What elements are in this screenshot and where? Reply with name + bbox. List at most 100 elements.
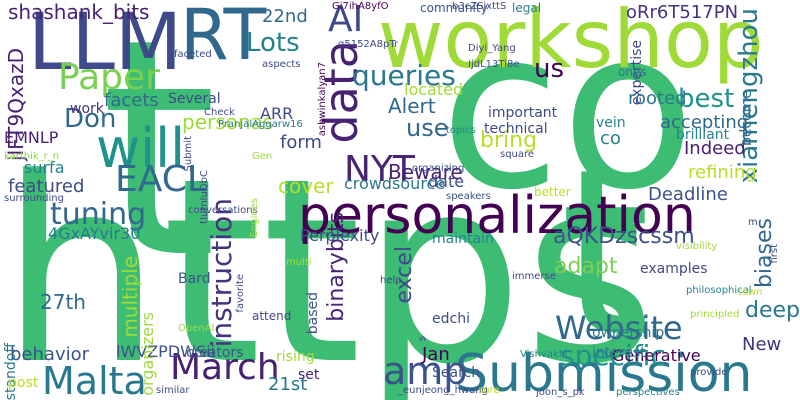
cloud-word: community — [420, 1, 488, 15]
cloud-word: lWVZPDWSii — [116, 342, 216, 361]
cloud-word: post — [8, 375, 39, 391]
cloud-word: principled — [690, 309, 740, 320]
cloud-word: shashank_bits — [8, 0, 150, 24]
cloud-word: Engines — [249, 198, 260, 238]
cloud-word: Paper — [58, 57, 160, 98]
cloud-word: ones — [618, 65, 647, 79]
cloud-word: set — [298, 367, 320, 383]
cloud-word: refining — [688, 162, 757, 183]
cloud-word: Diyi_Yang — [468, 43, 516, 54]
cloud-word: s — [417, 336, 428, 342]
cloud-word: better — [534, 185, 571, 199]
cloud-word: sure — [478, 385, 500, 396]
cloud-word: examples — [640, 261, 708, 277]
cloud-word: Lots — [246, 28, 300, 58]
cloud-word: rising — [276, 349, 315, 365]
cloud-word: crowdsource — [344, 174, 446, 193]
cloud-word: technical — [484, 121, 548, 137]
cloud-word: legal — [512, 1, 542, 15]
cloud-word: _eunjeong_hwang — [398, 385, 488, 396]
cloud-word: RT — [180, 0, 267, 76]
cloud-word: 4GxAYvir30 — [48, 224, 141, 243]
cloud-word: help — [380, 275, 402, 286]
cloud-word: form — [280, 132, 322, 153]
cloud-word: OpenAI — [178, 323, 215, 334]
cloud-word: Website — [555, 309, 683, 347]
cloud-word: EACL — [115, 159, 207, 200]
cloud-word: 27th — [40, 290, 86, 314]
cloud-word: based — [305, 292, 321, 335]
cloud-word: immerse — [512, 271, 556, 282]
cloud-word: work — [70, 101, 104, 117]
cloud-word: interest — [592, 345, 646, 361]
cloud-word: visibility — [676, 241, 718, 252]
cloud-word: workshop — [378, 0, 764, 86]
cloud-word: Deadline — [648, 184, 728, 205]
cloud-word: co — [440, 0, 696, 238]
cloud-word: t — [560, 121, 651, 388]
cloud-word: Beware — [388, 160, 463, 184]
cloud-word: ARR — [260, 104, 294, 123]
cloud-word: maintain — [432, 231, 494, 247]
cloud-word: Generative — [612, 346, 701, 365]
cloud-word: adapt — [554, 254, 618, 279]
cloud-word: 21st — [268, 374, 308, 395]
cloud-word: creators — [186, 345, 244, 361]
cloud-word: co — [600, 128, 621, 149]
cloud-word: conversations — [188, 205, 258, 216]
cloud-word: similar — [156, 385, 190, 396]
cloud-word: AI — [328, 0, 364, 40]
cloud-word: speakers — [446, 191, 491, 202]
cloud-word: personas — [182, 110, 274, 134]
cloud-word: attend — [252, 309, 292, 323]
cloud-word: New — [742, 334, 782, 355]
cloud-word: important — [488, 105, 558, 121]
cloud-word: Gi7ihA8yfO — [332, 1, 389, 12]
cloud-word: facets — [104, 90, 159, 111]
cloud-word: Several — [168, 91, 221, 107]
cloud-word: Submission — [455, 344, 753, 400]
cloud-word: located — [404, 80, 464, 99]
cloud-word: joon_s_pk — [536, 387, 585, 398]
cloud-word: b3cZSixttS — [452, 1, 507, 12]
cloud-word: specific — [560, 339, 666, 372]
cloud-word: philosophical — [686, 285, 752, 296]
cloud-word: provide — [690, 367, 728, 378]
cloud-word: brilliant — [676, 127, 730, 143]
cloud-word: favorite — [235, 274, 246, 313]
cloud-word: multi — [286, 257, 312, 268]
cloud-word: will — [96, 117, 186, 180]
cloud-word: multiple — [118, 256, 142, 338]
cloud-word: 22nd — [262, 6, 308, 27]
cloud-word: m — [748, 217, 758, 228]
cloud-word: March — [170, 347, 280, 388]
cloud-word: aspects — [262, 59, 301, 70]
cloud-word: topics — [446, 125, 476, 136]
cloud-word: LLM — [28, 0, 183, 88]
cloud-word: oRr6T517PN — [626, 2, 739, 23]
cloud-word: accepting — [660, 112, 749, 133]
cloud-word: Don — [64, 104, 117, 134]
cloud-word: best — [678, 84, 735, 114]
cloud-word: Check — [204, 107, 235, 118]
cloud-word: town — [738, 287, 763, 298]
cloud-word: amp — [383, 349, 468, 393]
cloud-word: faceted — [174, 49, 212, 60]
cloud-word: EMNLP — [4, 128, 59, 147]
cloud-word: q5152A8pTr — [338, 39, 399, 50]
cloud-word: perspectives — [616, 387, 680, 398]
cloud-word: Jan — [422, 344, 450, 365]
cloud-word: https — [0, 124, 657, 400]
cloud-word: become — [739, 90, 755, 147]
cloud-word: karthik_r_n — [4, 151, 60, 162]
cloud-word: ownership — [592, 325, 665, 341]
cloud-word: queries — [352, 59, 456, 92]
cloud-word: date — [428, 172, 465, 191]
cloud-word: ashwinkalyan7 — [317, 62, 328, 137]
cloud-word: vein — [596, 115, 626, 131]
cloud-word: surrounding — [4, 193, 64, 204]
cloud-word: NYT — [344, 149, 415, 190]
cloud-word: IjdL13Ti8e — [468, 59, 520, 70]
cloud-word: deep — [745, 298, 800, 323]
